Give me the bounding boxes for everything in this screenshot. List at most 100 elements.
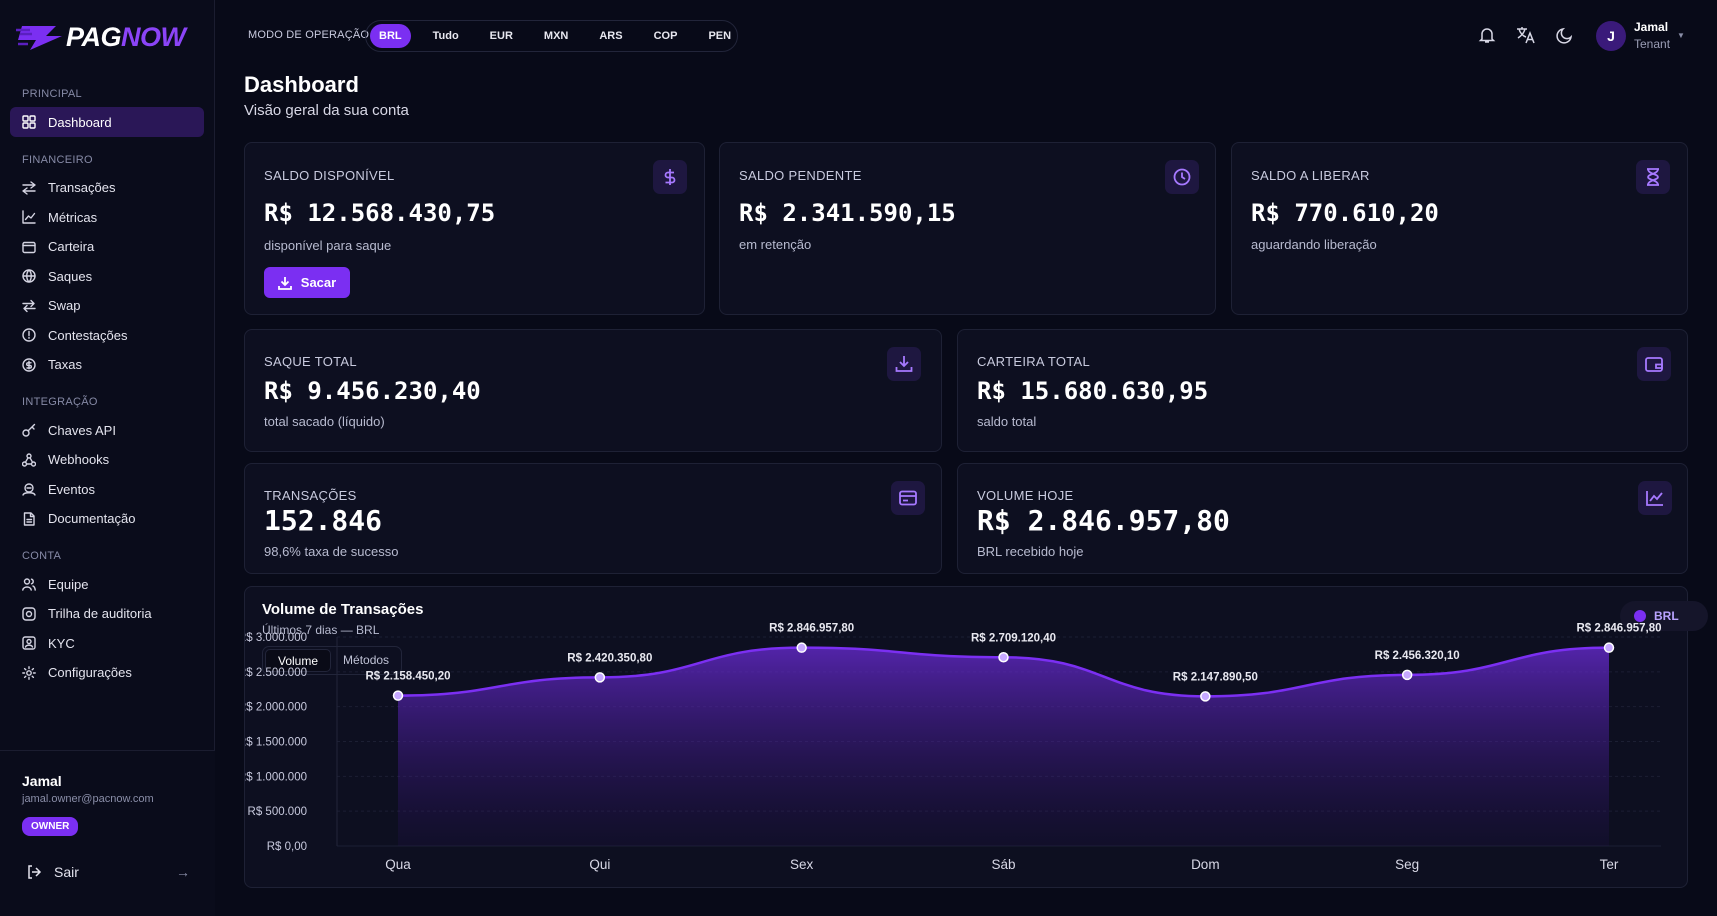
currency-option-eur[interactable]: EUR [489,30,513,42]
hourglass-icon [1636,160,1670,194]
card-subtitle: saldo total [977,414,1037,429]
topbar-actions [1477,25,1594,45]
chart-card: Volume de Transações Últimos 7 dias — BR… [244,586,1708,888]
topbar-user-role: Tenant [1634,37,1671,51]
chevron-down-icon[interactable]: ▼ [1677,31,1685,40]
wallet-icon [1637,347,1671,381]
card-label: VOLUME HOJE [977,488,1074,503]
sidebar-item-label: Dashboard [48,114,112,130]
data-point [1200,691,1211,702]
kyc-icon [22,636,36,650]
sidebar-item-contestacoes[interactable]: Contestações [10,320,204,350]
settings-icon [22,665,36,680]
chart-legend[interactable]: BRL [1620,601,1708,631]
sidebar-item-documentacao[interactable]: Documentação [10,504,204,534]
y-tick-label: R$ 2.000.000 [245,702,307,714]
translate-icon [1517,27,1535,44]
webhook-icon [22,452,36,467]
sidebar-item-eventos[interactable]: Eventos [10,474,204,504]
data-point [594,672,606,683]
docs-icon [23,511,35,526]
data-label: R$ 2.846.957,80 [1576,623,1661,635]
card-value: R$ 15.680.630,95 [977,377,1209,405]
metrics-icon [22,210,36,224]
sidebar-item-label: Métricas [48,209,98,225]
avatar[interactable]: J [1596,21,1626,51]
sidebar-item-metricas[interactable]: Métricas [10,202,204,232]
currency-option-brl[interactable]: BRL [370,24,411,48]
sidebar-item-configuracoes[interactable]: Configurações [10,658,204,688]
sidebar-item-kyc[interactable]: KYC [10,628,204,658]
sidebar-item-label: Saques [48,268,93,284]
sidebar-item-chaves-api[interactable]: Chaves API [10,415,204,445]
notifications-button[interactable] [1477,25,1497,45]
y-tick-label: R$ 1.000.000 [245,771,307,783]
sidebar-item-saques[interactable]: Saques [10,261,204,291]
sidebar-item-trilha-de-auditoria[interactable]: Trilha de auditoria [10,599,204,629]
currency-option-tudo[interactable]: Tudo [432,30,459,42]
arrow-right-icon: → [176,864,190,880]
transactions-icon [22,180,36,195]
sidebar-item-label: Contestações [48,327,128,343]
currency-option-cop[interactable]: COP [653,30,678,42]
y-tick-label: R$ 2.500.000 [245,667,307,679]
legend-dot-icon [1634,610,1646,622]
fees-icon [22,357,36,372]
legend-label: BRL [1654,609,1679,623]
logo-icon [16,26,62,50]
data-point [998,652,1009,663]
card-subtitle: aguardando liberação [1251,237,1377,252]
x-tick-label: Qua [385,857,411,872]
page-title: Dashboard [244,72,359,97]
currency-option-mxn[interactable]: MXN [543,30,569,42]
sidebar-item-transacoes[interactable]: Transações [10,173,204,203]
sidebar-item-swap[interactable]: Swap [10,291,204,321]
x-tick-label: Sáb [991,857,1015,872]
user-email: jamal.owner@pacnow.com [22,793,154,805]
sidebar-item-taxas[interactable]: Taxas [10,350,204,380]
y-tick-label: R$ 3.000.000 [245,632,307,644]
tab-metodos[interactable]: Métodos [343,653,390,667]
card-value: R$ 770.610,20 [1251,199,1439,227]
data-point [1401,669,1413,681]
x-tick-label: Qui [589,857,610,872]
card-subtitle: disponível para saque [264,238,392,253]
logout-button[interactable]: Sair → [26,861,190,883]
nav-section-title: FINANCEIRO [22,153,93,166]
sidebar-item-equipe[interactable]: Equipe [10,569,204,599]
bell-icon [1478,28,1496,43]
chart-tabs: Volume Métodos [262,646,402,675]
dashboard-icon [22,115,36,129]
sidebar-item-carteira[interactable]: Carteira [10,232,204,262]
sidebar-item-label: KYC [48,635,75,651]
topbar-user-name[interactable]: Jamal [1634,20,1669,34]
sidebar-item-label: Trilha de auditoria [48,606,152,621]
card-label: SALDO PENDENTE [739,168,862,183]
card-saldo-liberar: SALDO A LIBERAR R$ 770.610,20 aguardando… [1231,142,1688,315]
data-point [1603,642,1615,653]
withdraw-button[interactable]: Sacar [264,267,350,298]
brand-logo[interactable]: PAGNOW [16,20,186,54]
card-saldo-pendente: SALDO PENDENTE R$ 2.341.590,15 em retenç… [719,142,1216,315]
card-subtitle: 98,6% taxa de sucesso [264,544,399,559]
withdraw-button-label: Sacar [300,275,337,290]
series-area [398,647,1609,846]
tab-volume[interactable]: Volume [265,649,332,672]
sidebar-item-dashboard[interactable]: Dashboard [10,107,204,137]
brand-name-part1: PAG [66,21,122,52]
language-button[interactable] [1516,25,1536,45]
sidebar-item-webhooks[interactable]: Webhooks [10,445,204,475]
dispute-icon [22,328,36,342]
y-tick-label: R$ 0,00 [267,841,307,853]
nav-section-title: INTEGRAÇÃO [22,396,98,408]
swap-icon [22,299,36,312]
card-label: SALDO A LIBERAR [1251,168,1370,183]
sidebar-nav: PRINCIPAL Dashboard FINANCEIRO Transações Mé… [10,84,204,687]
theme-toggle-button[interactable] [1555,25,1575,45]
user-name: Jamal [22,773,62,789]
data-label: R$ 2.456.320,10 [1375,650,1460,662]
currency-option-pen[interactable]: PEN [708,30,732,42]
operation-mode-label: MODO DE OPERAÇÃO [248,29,370,41]
logout-icon [28,865,42,879]
currency-option-ars[interactable]: ARS [599,30,623,42]
